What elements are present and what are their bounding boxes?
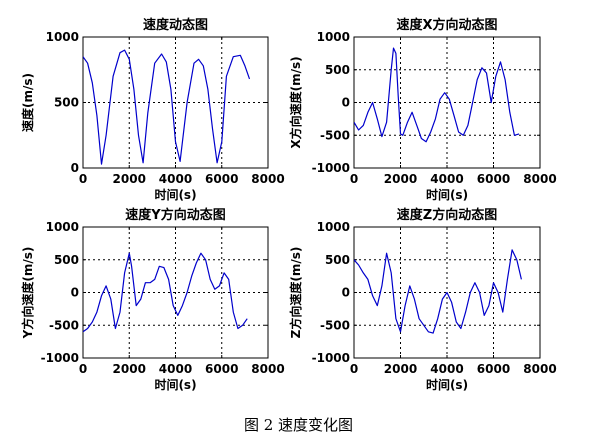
- y-axis-label: 速度(m/s): [20, 73, 35, 132]
- y-tick-label: 500: [325, 63, 350, 77]
- chart-title: 速度Z方向动态图: [397, 207, 497, 223]
- x-tick-label: 6000: [205, 172, 238, 186]
- series-line-1: [83, 49, 251, 165]
- x-tick-label: 4000: [159, 172, 192, 186]
- y-tick-label: 0: [71, 286, 79, 300]
- chart-title: 速度动态图: [143, 17, 208, 33]
- x-axis-label: 时间(s): [426, 377, 468, 392]
- series-line-1: [354, 47, 520, 143]
- y-tick-label: 500: [54, 253, 79, 267]
- y-tick-label: -1000: [41, 351, 79, 365]
- y-tick-label: -500: [49, 318, 79, 332]
- x-tick-label: 2000: [113, 362, 146, 376]
- x-tick-label: 2000: [113, 172, 146, 186]
- chart-title: 速度X方向动态图: [396, 17, 497, 33]
- x-tick-label: 0: [79, 362, 87, 376]
- y-tick-label: -500: [320, 318, 350, 332]
- x-tick-label: 0: [350, 172, 358, 186]
- x-tick-label: 6000: [477, 172, 510, 186]
- x-tick-label: 0: [79, 172, 87, 186]
- y-tick-label: 0: [342, 96, 350, 110]
- x-tick-label: 4000: [159, 362, 192, 376]
- x-tick-label: 6000: [205, 362, 238, 376]
- x-tick-label: 8000: [523, 172, 556, 186]
- y-tick-label: 1000: [46, 220, 79, 234]
- y-tick-label: 0: [71, 161, 79, 175]
- y-tick-label: 1000: [46, 30, 79, 44]
- y-tick-label: 1000: [317, 220, 350, 234]
- x-axis-label: 时间(s): [154, 377, 196, 392]
- figure-caption: 图 2 速度变化图: [243, 416, 354, 434]
- y-tick-label: -500: [320, 128, 350, 142]
- subplot-3: 0 2000 4000 6000 8000 -1000 -500 0 500 1000 速度Y方向动…: [20, 207, 285, 392]
- x-tick-label: 8000: [523, 362, 556, 376]
- subplot-4: 0 2000 4000 6000 8000 -1000 -500 0 500 1000 速度Z方向动…: [288, 207, 557, 392]
- y-axis-label: X方向速度(m/s): [288, 56, 303, 148]
- y-tick-label: -1000: [312, 351, 350, 365]
- x-tick-label: 6000: [477, 362, 510, 376]
- y-axis-label: Y方向速度(m/s): [20, 247, 35, 340]
- y-axis-label: Z方向速度(m/s): [288, 247, 303, 339]
- y-tick-label: 1000: [317, 30, 350, 44]
- subplot-2: 0 2000 4000 6000 8000 -1000 -500 0 500 1000 速度X方向动…: [288, 17, 557, 202]
- series-line-1: [354, 249, 522, 334]
- y-tick-label: 500: [325, 253, 350, 267]
- y-tick-label: 500: [54, 96, 79, 110]
- x-tick-label: 2000: [384, 362, 417, 376]
- x-tick-label: 4000: [430, 172, 463, 186]
- x-tick-label: 2000: [384, 172, 417, 186]
- x-tick-label: 0: [350, 362, 358, 376]
- x-tick-label: 4000: [430, 362, 463, 376]
- y-tick-label: -1000: [312, 161, 350, 175]
- series-line-1: [83, 252, 248, 333]
- y-tick-label: 0: [342, 286, 350, 300]
- chart-title: 速度Y方向动态图: [125, 207, 225, 223]
- x-tick-label: 8000: [251, 362, 284, 376]
- x-axis-label: 时间(s): [426, 187, 468, 202]
- x-axis-label: 时间(s): [154, 187, 196, 202]
- x-tick-label: 8000: [251, 172, 284, 186]
